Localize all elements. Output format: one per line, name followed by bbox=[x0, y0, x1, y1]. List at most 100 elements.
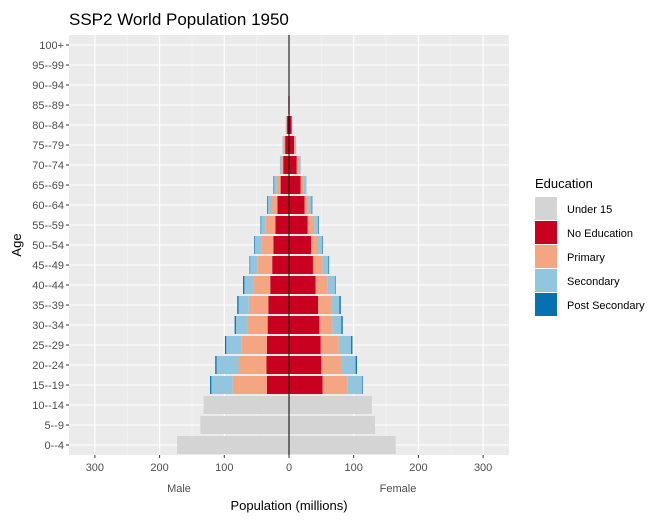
bar-female bbox=[317, 236, 322, 254]
bar-female bbox=[327, 276, 335, 294]
bar-female bbox=[341, 316, 343, 334]
bar-male bbox=[250, 256, 258, 274]
bar-female bbox=[289, 136, 295, 154]
bar-female bbox=[311, 196, 313, 214]
bar-female bbox=[322, 376, 348, 394]
bar-female bbox=[298, 156, 301, 174]
bar-female bbox=[289, 216, 308, 234]
y-tick-label: 15--19 bbox=[32, 380, 64, 392]
bar-female bbox=[314, 216, 319, 234]
bar-male bbox=[276, 176, 281, 194]
bar-male bbox=[265, 216, 276, 234]
bar-female bbox=[289, 316, 320, 334]
bar-male bbox=[238, 356, 267, 374]
bar-male bbox=[267, 196, 268, 214]
bar-male bbox=[283, 136, 286, 154]
bar-male bbox=[238, 296, 249, 314]
bar-male bbox=[215, 356, 217, 374]
bar-female bbox=[289, 236, 311, 254]
legend-key bbox=[535, 269, 557, 292]
bar-male bbox=[254, 236, 262, 254]
y-tick-label: 70--74 bbox=[32, 160, 64, 172]
bar-female bbox=[315, 276, 328, 294]
bar-female bbox=[303, 176, 307, 194]
bar-male bbox=[203, 396, 289, 414]
bar-male bbox=[210, 376, 212, 394]
legend-key bbox=[535, 221, 557, 244]
bar-female bbox=[289, 436, 396, 454]
bar-female bbox=[322, 256, 329, 274]
bar-female bbox=[328, 256, 330, 274]
y-tick-label: 85--89 bbox=[32, 100, 64, 112]
bar-male bbox=[257, 256, 273, 274]
y-tick-label: 55--59 bbox=[32, 220, 64, 232]
bar-female bbox=[312, 256, 323, 274]
bar-male bbox=[261, 236, 274, 254]
bar-female bbox=[319, 316, 333, 334]
bar-male bbox=[282, 136, 284, 154]
bar-female bbox=[289, 396, 372, 414]
bar-female bbox=[318, 216, 319, 234]
y-tick-label: 45--49 bbox=[32, 260, 64, 272]
x-tick-label: 300 bbox=[474, 462, 492, 474]
bar-male bbox=[266, 356, 289, 374]
bar-male bbox=[277, 196, 289, 214]
y-tick-label: 65--69 bbox=[32, 180, 64, 192]
bar-female bbox=[289, 416, 376, 434]
y-tick-label: 35--39 bbox=[32, 300, 64, 312]
bar-female bbox=[291, 116, 293, 134]
male-side-label: Male bbox=[167, 483, 191, 495]
bar-female bbox=[351, 336, 353, 354]
legend-label: Secondary bbox=[567, 276, 620, 288]
bar-female bbox=[332, 316, 342, 334]
bar-female bbox=[320, 336, 339, 354]
legend-key bbox=[535, 245, 557, 268]
y-tick-label: 0--4 bbox=[44, 440, 64, 452]
bar-male bbox=[286, 116, 288, 134]
bar-female bbox=[321, 356, 343, 374]
x-tick-label: 200 bbox=[409, 462, 427, 474]
legend-key bbox=[535, 197, 557, 220]
bar-female bbox=[300, 176, 304, 194]
y-tick-label: 100+ bbox=[39, 40, 64, 52]
y-tick-label: 90--94 bbox=[32, 80, 64, 92]
legend: Education Under 15 No Education Primary Sec… bbox=[535, 176, 645, 316]
bar-male bbox=[248, 296, 269, 314]
bar-male bbox=[279, 156, 282, 174]
bar-female bbox=[289, 176, 301, 194]
bar-female bbox=[289, 356, 322, 374]
female-side-label: Female bbox=[380, 483, 417, 495]
y-tick-label: 60--64 bbox=[32, 200, 64, 212]
bar-female bbox=[304, 196, 309, 214]
bar-female bbox=[347, 376, 363, 394]
bar-female bbox=[289, 116, 292, 134]
bar-female bbox=[322, 236, 323, 254]
legend-title: Education bbox=[535, 176, 593, 191]
bar-female bbox=[294, 136, 295, 154]
bar-female bbox=[331, 296, 340, 314]
x-axis-title: Population (millions) bbox=[230, 498, 347, 513]
bar-female bbox=[289, 256, 313, 274]
x-tick-label: 0 bbox=[286, 462, 292, 474]
bar-female bbox=[289, 376, 323, 394]
bar-male bbox=[177, 436, 289, 454]
x-tick-label: 300 bbox=[86, 462, 104, 474]
bar-female bbox=[289, 296, 319, 314]
bar-female bbox=[307, 216, 315, 234]
bar-male bbox=[280, 176, 289, 194]
y-tick-label: 75--79 bbox=[32, 140, 64, 152]
bar-male bbox=[200, 416, 289, 434]
bar-male bbox=[254, 236, 255, 254]
bar-male bbox=[224, 336, 227, 354]
bar-male bbox=[285, 116, 287, 134]
bar-female bbox=[289, 276, 316, 294]
bar-female bbox=[294, 136, 297, 154]
bar-male bbox=[273, 236, 289, 254]
bar-female bbox=[318, 296, 332, 314]
bar-male bbox=[244, 276, 254, 294]
bar-female bbox=[289, 156, 297, 174]
bar-male bbox=[271, 196, 278, 214]
x-tick-label: 200 bbox=[150, 462, 168, 474]
bar-male bbox=[247, 316, 268, 334]
